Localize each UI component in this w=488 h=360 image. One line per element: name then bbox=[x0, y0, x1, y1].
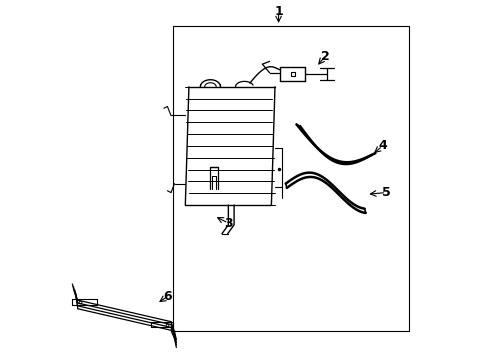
Text: 4: 4 bbox=[377, 139, 386, 152]
Text: 5: 5 bbox=[381, 186, 390, 199]
Bar bbox=[172, 26, 408, 330]
Text: 1: 1 bbox=[274, 5, 283, 18]
Text: 6: 6 bbox=[163, 290, 171, 303]
Text: 3: 3 bbox=[224, 216, 232, 230]
Text: 2: 2 bbox=[320, 50, 329, 63]
